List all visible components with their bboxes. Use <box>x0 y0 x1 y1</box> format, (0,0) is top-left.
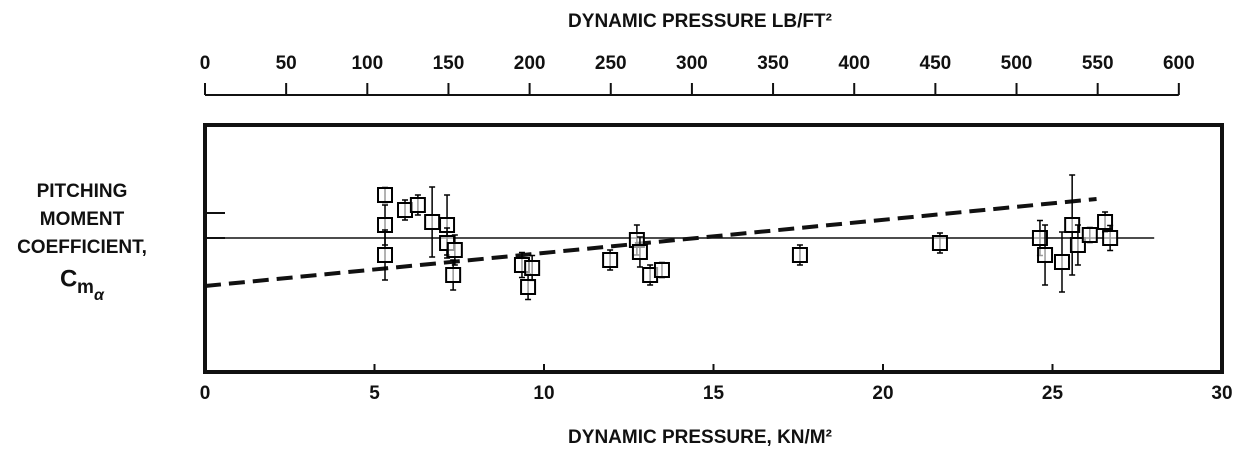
top-tick-label: 50 <box>276 53 297 74</box>
top-tick-label: 0 <box>200 53 211 74</box>
data-point <box>631 244 648 260</box>
top-tick-label: 550 <box>1082 53 1114 74</box>
y-axis-title: COEFFICIENT, <box>17 237 147 258</box>
data-point <box>409 197 426 213</box>
top-tick-label: 600 <box>1163 53 1195 74</box>
x-tick-label: 15 <box>703 383 725 404</box>
top-tick-label: 450 <box>920 53 952 74</box>
data-point <box>1081 227 1098 243</box>
top-tick-label: 250 <box>595 53 627 74</box>
x-tick-label: 5 <box>369 383 380 404</box>
x-tick-label: 10 <box>533 383 554 404</box>
y-axis-symbol: C <box>60 265 77 292</box>
data-point <box>1102 230 1119 246</box>
y-axis-subsubscript: α <box>94 287 105 304</box>
x-tick-label: 0 <box>200 383 211 404</box>
data-point <box>602 252 619 268</box>
data-point <box>520 279 537 295</box>
data-point <box>1037 247 1054 263</box>
top-tick-label: 500 <box>1001 53 1033 74</box>
data-point <box>445 267 462 283</box>
data-point <box>377 187 394 203</box>
top-tick-label: 100 <box>351 53 383 74</box>
data-point <box>931 235 948 251</box>
data-point <box>1053 254 1070 270</box>
data-point <box>791 247 808 263</box>
top-tick-label: 150 <box>433 53 465 74</box>
top-tick-label: 200 <box>514 53 546 74</box>
data-point <box>446 242 463 258</box>
top-axis-title: DYNAMIC PRESSURE LB/FT² <box>568 11 832 32</box>
data-point <box>377 247 394 263</box>
data-point <box>524 260 541 276</box>
trend-line <box>204 197 1097 288</box>
top-tick-label: 350 <box>757 53 789 74</box>
y-axis-subscript: m <box>77 277 94 298</box>
data-point <box>653 262 670 278</box>
data-point <box>424 214 441 230</box>
y-axis-title: PITCHING <box>37 181 128 202</box>
data-point <box>1031 230 1048 246</box>
x-axis-title: DYNAMIC PRESSURE, KN/M² <box>568 427 832 448</box>
y-axis-title: MOMENT <box>40 209 125 230</box>
top-tick-label: 400 <box>838 53 870 74</box>
top-tick-label: 300 <box>676 53 708 74</box>
x-tick-label: 20 <box>872 383 893 404</box>
data-point <box>1069 237 1086 253</box>
x-tick-label: 30 <box>1211 383 1232 404</box>
plot-frame <box>203 123 1224 374</box>
x-tick-label: 25 <box>1042 383 1064 404</box>
